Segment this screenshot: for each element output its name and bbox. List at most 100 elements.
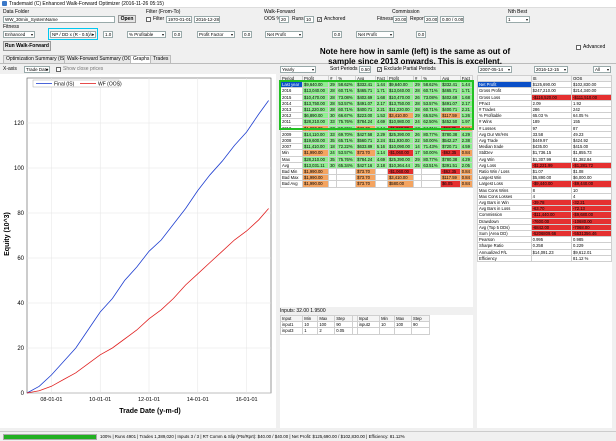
report-input-2[interactable]: 0.00 / 0.00	[440, 16, 464, 23]
stats-row[interactable]: Avg Bars in Win -39.78 -32.21	[477, 199, 612, 207]
inputs-header-cell[interactable]: Input	[356, 314, 381, 323]
stats-from-select[interactable]: 2007-05-14	[478, 66, 512, 73]
profitable-value-input[interactable]: 0.0	[172, 31, 182, 38]
yearly-row[interactable]: 2011 $28,210.00 33 75.76% $784.24 4.69 $10,980…	[280, 118, 473, 126]
profit-factor-value-input[interactable]: 0.0	[242, 31, 252, 38]
yearly-row[interactable]: 2013 $11,220.00 28 60.71% $400.71 2.21 $11,220…	[280, 105, 473, 114]
net-profit-value-input-2[interactable]: 0.0	[416, 31, 426, 38]
yearly-row[interactable]: Last year $9,640.00 29 58.62% $332.41 1.44 $9,…	[280, 81, 473, 89]
fitness-mode-select[interactable]: Enhanced	[3, 31, 35, 38]
stats-row[interactable]: Avg Dur Wr/Hrs 33.58 49.23	[477, 130, 612, 139]
stats-row[interactable]: Commission -$11,440.00 -$9,680.00	[477, 211, 612, 219]
sort-periods-input[interactable]: 0.50	[359, 66, 371, 73]
stats-row[interactable]: Drawdown -7600.00 -10680.00	[477, 217, 612, 225]
net-profit-value-input[interactable]: 0.0	[332, 31, 342, 38]
oos-input[interactable]: 20	[279, 16, 289, 23]
nth-best-select[interactable]: 1	[506, 16, 530, 23]
inputs-header-cell[interactable]: Min	[302, 314, 319, 323]
stats-row[interactable]: Sum (Area DD) -5206809.66 -5531356.46	[477, 230, 612, 238]
tab-trades[interactable]: Trades	[150, 55, 172, 63]
fitness-input[interactable]: 20.00	[393, 16, 407, 23]
stats-to-select[interactable]: 2016-12-15	[534, 66, 568, 73]
profit-factor-select[interactable]: Profit Factor	[197, 31, 235, 38]
yearly-row[interactable]: 2012 $6,890.00 30 66.67% $223.00 1.53 $3,410.0…	[280, 112, 473, 120]
yearly-cell: 28	[412, 99, 423, 108]
yearly-row[interactable]: Max $28,210.00 35 75.76% $784.24 4.69 $25,390.…	[280, 155, 473, 163]
inputs-cell: input1	[279, 321, 304, 329]
stats-header-cell[interactable]: IS	[530, 75, 573, 83]
yearly-row[interactable]: Avg $13,031.11 30 65.34% $427.16 2.18 $10,364.…	[280, 161, 473, 170]
yearly-cell: 0.84	[459, 149, 473, 157]
report-input[interactable]: 20.00	[424, 16, 438, 23]
runs-input[interactable]: 10	[304, 16, 314, 23]
x-axis-select[interactable]: Trade Date	[24, 66, 50, 73]
inputs-header-cell[interactable]: Step	[410, 314, 431, 323]
yearly-cell: 28	[328, 87, 338, 95]
stats-row[interactable]: # Trades 286 242	[477, 105, 612, 114]
net-profit-select-2[interactable]: Net Profit	[356, 31, 394, 38]
period-select[interactable]: Yearly	[280, 66, 316, 73]
open-button[interactable]: Open	[118, 15, 136, 23]
inputs-row[interactable]: input3 1 2 0.05	[279, 327, 431, 335]
run-walk-forward-button[interactable]: Run Walk-Forward	[3, 41, 51, 51]
fitness-factor-input[interactable]: 1.0	[103, 31, 113, 38]
stats-row[interactable]: Efficiency 81.12 %	[477, 254, 612, 263]
exclude-partial-checkbox[interactable]: ✓	[377, 67, 382, 72]
show-close-checkbox[interactable]	[56, 67, 61, 72]
inputs-header-cell[interactable]: Min	[379, 314, 396, 323]
stats-filter-select[interactable]: All	[593, 66, 611, 73]
yearly-row[interactable]: Bad Avg $1,990.00 $73.70 $580.00 $6.05 0.84	[280, 180, 473, 188]
filter-checkbox[interactable]	[146, 17, 151, 22]
stats-cell: $214,340.00	[571, 87, 612, 95]
x-tick-label: 10-01-01	[89, 397, 111, 403]
stats-header-cell[interactable]: OOS	[571, 75, 612, 83]
yearly-cell: $580.00	[386, 180, 415, 188]
yearly-row[interactable]: Min $1,990.00 24 53.57% $73.70 1.14 -$1,060.00…	[280, 149, 473, 157]
stats-row[interactable]: Gross Profit $247,210.00 $214,340.00	[477, 87, 612, 95]
yearly-cell: 2.17	[374, 99, 388, 108]
annotation-note: Note here how in samle (left) is the sam…	[284, 47, 546, 66]
stats-cell: 1.92	[571, 99, 612, 108]
tab-walk-forward-summary[interactable]: Walk-Forward Summary (OOS)	[64, 55, 140, 63]
filter-from-input[interactable]: 1970-01-01	[166, 16, 192, 23]
stats-row[interactable]: Net Profit $125,690.00 $102,830.00	[477, 81, 612, 89]
inputs-row[interactable]: input1 10 100 90 input2 10 100 90	[279, 321, 431, 329]
stats-row[interactable]: Largest Loss -$9,440.00 -$9,440.00	[477, 180, 612, 188]
fitness-formula-select[interactable]: NP / DD x (R - 0.5)/x	[50, 31, 96, 38]
yearly-cell: 63.51%	[421, 161, 442, 170]
advanced-checkbox[interactable]	[576, 45, 581, 50]
stats-row[interactable]: Avg (Top 5 DDs) -6842.00 -7068.00	[477, 223, 612, 232]
stats-cell: -5531356.46	[571, 230, 612, 238]
stats-row[interactable]: Largest Win $5,890.00 $6,000.00	[477, 174, 612, 182]
net-profit-select[interactable]: Net Profit	[265, 31, 303, 38]
yearly-row[interactable]: 2007 $11,410.00 18 72.22% $633.89 5.16 $10,090…	[280, 143, 473, 151]
report-label: Report	[410, 16, 426, 22]
data-folder-input[interactable]: WW_30min_SystemName	[3, 16, 115, 23]
inputs-header-cell[interactable]: Input	[279, 314, 304, 323]
stats-cell: 2.09	[530, 99, 573, 108]
stats-cell: $14,091.23	[530, 248, 573, 256]
stats-row[interactable]: PFact 2.09 1.92	[477, 99, 612, 108]
filter-to-input[interactable]: 2016-12-28	[194, 16, 220, 23]
stats-row[interactable]: Gross Loss -$116,520.00 -$111,510.00	[477, 93, 612, 101]
yearly-row[interactable]: 2014 $13,750.00 28 53.57% $491.07 2.17 $13,750…	[280, 99, 473, 108]
yearly-row[interactable]: Bad Min $1,990.00 $73.70 -$1,060.00 -$62.35 0…	[280, 168, 473, 176]
stats-row[interactable]: Avg Win $1,307.99 $1,382.84	[477, 155, 612, 163]
stats-row[interactable]: # Wins 189 155	[477, 118, 612, 126]
yearly-cell: 28	[412, 87, 423, 95]
yearly-row[interactable]: 2016 $13,040.00 28 60.71% $465.71 1.71 $13,040…	[280, 87, 473, 95]
yearly-cell: 1.26	[459, 112, 473, 120]
tab-optimization-summary[interactable]: Optimization Summary (IS)	[3, 55, 70, 63]
yearly-row[interactable]: 2015 $10,470.00 28 73.08% $402.69 1.68 $10,470…	[280, 93, 473, 101]
stats-row[interactable]: % Profitable 65.03 % 64.05 %	[477, 112, 612, 120]
show-close-label: Show close prices	[63, 66, 104, 72]
stats-row[interactable]: Annualized P/L $14,091.23 $9,612.01	[477, 248, 612, 256]
inputs-header-cell[interactable]: Step	[334, 314, 354, 323]
anchored-checkbox[interactable]: ✓	[317, 17, 322, 22]
yearly-row[interactable]: 2009 $14,110.00 33 69.70% $427.58 2.29 $25,390…	[280, 130, 473, 139]
annotation-line-1: Note here how in samle (left) is the sam…	[319, 47, 511, 56]
yearly-row[interactable]: 2008 $19,600.00 35 65.71% $560.71 2.24 $11,930…	[280, 137, 473, 145]
yearly-cell: 14	[412, 143, 423, 151]
yearly-row[interactable]: Bad Max $1,990.00 $73.70 $3,410.00 $117.59 0.…	[280, 174, 473, 182]
profitable-select[interactable]: % Profitable	[127, 31, 166, 38]
